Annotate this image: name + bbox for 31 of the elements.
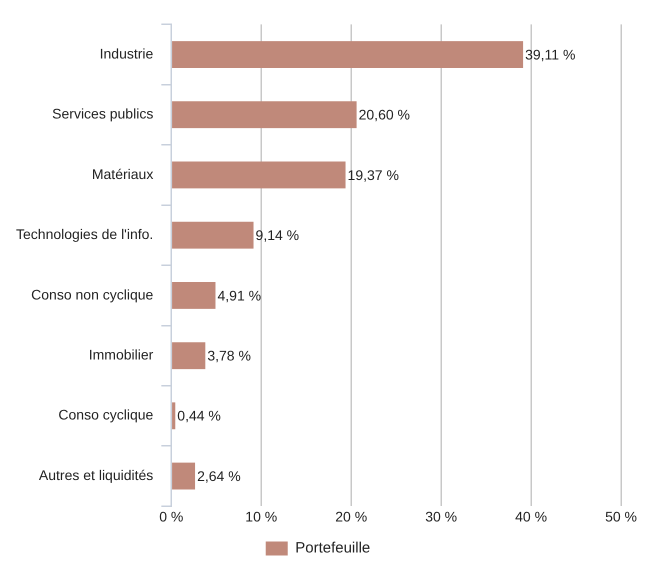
bar [172,402,176,430]
bar [172,101,357,128]
x-tick-label: 10 % [245,508,278,524]
y-tick-label: Conso cyclique [58,406,154,423]
y-tick-label: Conso non cyclique [31,286,154,302]
legend-label: Portefeuille [295,540,370,557]
bar [172,282,216,309]
x-tick-label: 50 % [605,508,638,524]
y-tick-label: Autres et liquidités [38,466,154,483]
bar [172,222,254,249]
bar [172,41,524,68]
data-label: 20,60 % [358,106,410,123]
x-tick-label: 30 % [425,508,458,524]
y-tick-label: Industrie [100,45,154,62]
data-label: 4,91 % [217,287,262,304]
x-tick-label: 0 % [159,508,184,524]
data-label: 0,44 % [177,408,221,424]
y-tick-label: Technologies de l'info. [16,226,154,242]
data-label: 2,64 % [197,468,241,484]
y-tick-label: Immobilier [88,346,154,362]
data-label: 39,11 % [525,46,576,62]
bar [172,342,206,370]
data-label: 3,78 % [207,347,251,364]
x-tick-label: 20 % [335,508,368,524]
bar [172,462,196,490]
y-tick-label: Services publics [52,106,154,122]
data-label: 9,14 % [256,227,300,244]
data-label: 19,37 % [348,166,399,183]
bar [172,162,346,188]
x-tick-label: 40 % [515,508,548,524]
y-tick-label: Matériaux [92,166,154,182]
